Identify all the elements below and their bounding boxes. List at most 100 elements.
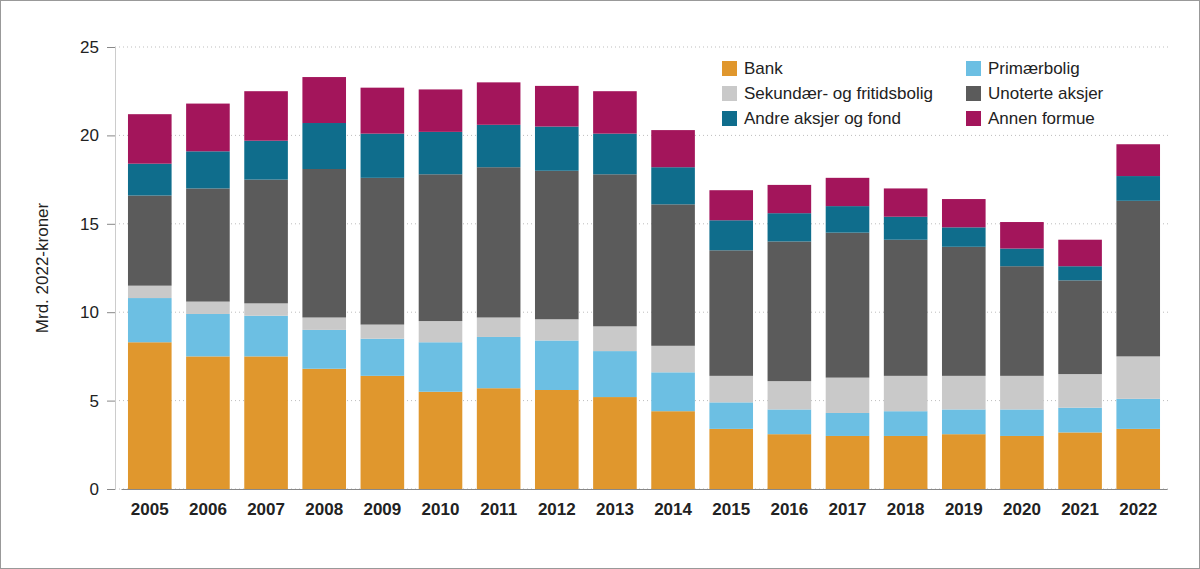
bar bbox=[1116, 399, 1160, 429]
tick-label: 10 bbox=[80, 303, 99, 322]
bar bbox=[477, 388, 521, 489]
y-axis: 0 5 10 15 20 25 bbox=[80, 38, 115, 499]
bar bbox=[942, 376, 986, 410]
bar bbox=[593, 91, 637, 133]
tick: 2012 bbox=[538, 489, 576, 519]
bar bbox=[419, 174, 463, 321]
bar bbox=[826, 378, 870, 413]
bar bbox=[651, 372, 695, 411]
bar bbox=[826, 233, 870, 378]
tick: 2010 bbox=[422, 489, 460, 519]
legend-swatch bbox=[966, 61, 981, 76]
bar bbox=[361, 88, 405, 134]
legend-label: Annen formue bbox=[988, 109, 1095, 128]
tick-label: 2019 bbox=[945, 500, 983, 519]
bar bbox=[302, 369, 346, 489]
bar bbox=[709, 402, 753, 429]
tick: 5 bbox=[90, 392, 115, 411]
bar bbox=[768, 241, 812, 381]
bar bbox=[1058, 374, 1102, 408]
bar bbox=[535, 86, 579, 127]
tick: 2016 bbox=[770, 489, 808, 519]
bar bbox=[361, 339, 405, 376]
tick: 20 bbox=[80, 126, 115, 145]
bar bbox=[128, 342, 172, 489]
tick-label: 2017 bbox=[829, 500, 867, 519]
series bbox=[128, 167, 1160, 381]
bar bbox=[1116, 201, 1160, 357]
bar bbox=[1058, 280, 1102, 374]
bar bbox=[1058, 240, 1102, 267]
bars bbox=[128, 77, 1160, 489]
bar bbox=[361, 134, 405, 178]
bar bbox=[1116, 429, 1160, 489]
bar bbox=[419, 392, 463, 489]
bar bbox=[361, 376, 405, 489]
bar bbox=[535, 319, 579, 340]
tick-label: 2016 bbox=[770, 500, 808, 519]
bar bbox=[477, 167, 521, 317]
bar bbox=[651, 411, 695, 489]
tick: 2005 bbox=[131, 489, 169, 519]
legend-swatch bbox=[722, 61, 737, 76]
tick-label: 0 bbox=[90, 480, 99, 499]
bar bbox=[477, 125, 521, 167]
tick-label: 25 bbox=[80, 38, 99, 57]
bar bbox=[1000, 436, 1044, 489]
bar bbox=[128, 196, 172, 286]
bar bbox=[302, 77, 346, 123]
bar bbox=[593, 397, 637, 489]
tick-label: 2021 bbox=[1061, 500, 1099, 519]
bar bbox=[128, 286, 172, 298]
bar bbox=[768, 434, 812, 489]
legend: BankPrimærboligSekundær- og fritidsbolig… bbox=[722, 59, 1104, 128]
bar bbox=[244, 316, 288, 357]
tick: 0 bbox=[90, 480, 115, 499]
bar bbox=[942, 199, 986, 227]
bar bbox=[593, 351, 637, 397]
tick-label: 2018 bbox=[887, 500, 925, 519]
bar bbox=[826, 436, 870, 489]
tick-mark bbox=[107, 312, 115, 313]
legend-swatch bbox=[722, 111, 737, 126]
bar bbox=[651, 167, 695, 204]
bar bbox=[535, 340, 579, 390]
tick-label: 2009 bbox=[363, 500, 401, 519]
bar bbox=[128, 164, 172, 196]
bar bbox=[244, 91, 288, 141]
bar bbox=[593, 326, 637, 351]
tick-label: 2010 bbox=[422, 500, 460, 519]
legend-label: Sekundær- og fritidsbolig bbox=[744, 84, 933, 103]
tick-mark bbox=[107, 489, 115, 490]
tick-label: 2008 bbox=[305, 500, 343, 519]
bar bbox=[593, 134, 637, 175]
tick: 2013 bbox=[596, 489, 634, 519]
bar bbox=[1000, 376, 1044, 410]
bar bbox=[419, 342, 463, 392]
tick: 2018 bbox=[887, 489, 925, 519]
bar bbox=[593, 174, 637, 326]
x-axis: 2005200620072008200920102011201220132014… bbox=[122, 489, 1168, 519]
bar bbox=[768, 213, 812, 241]
bar bbox=[826, 206, 870, 233]
axis-line bbox=[122, 489, 1168, 490]
bar bbox=[709, 250, 753, 376]
bar bbox=[419, 89, 463, 131]
tick: 15 bbox=[80, 215, 115, 234]
tick-label: 2012 bbox=[538, 500, 576, 519]
bar bbox=[884, 240, 928, 376]
tick-label: 2020 bbox=[1003, 500, 1041, 519]
tick-label: 2013 bbox=[596, 500, 634, 519]
tick-label: 5 bbox=[90, 392, 99, 411]
bar bbox=[186, 356, 230, 489]
tick: 10 bbox=[80, 303, 115, 322]
bar bbox=[186, 188, 230, 301]
tick-mark bbox=[107, 401, 115, 402]
bar bbox=[477, 337, 521, 388]
legend-label: Bank bbox=[744, 59, 783, 78]
bar bbox=[302, 169, 346, 318]
tick: 2020 bbox=[1003, 489, 1041, 519]
bar bbox=[651, 346, 695, 373]
bar bbox=[302, 318, 346, 330]
series bbox=[128, 77, 1160, 266]
